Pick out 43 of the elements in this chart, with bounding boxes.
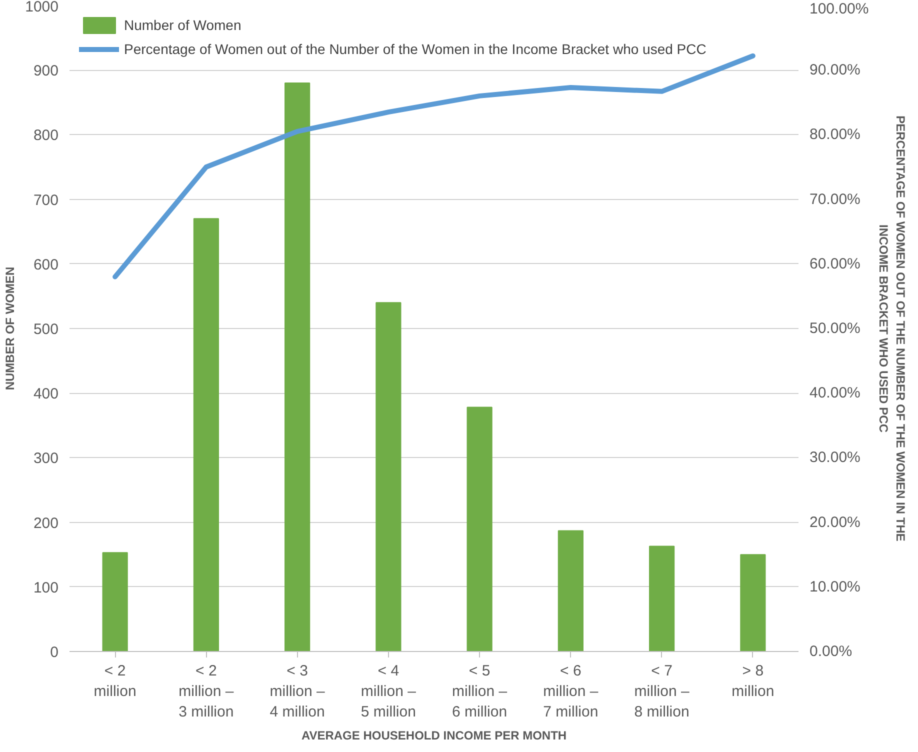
y-tick-label: 0 (50, 644, 58, 661)
y-tick-label: 100 (33, 579, 59, 596)
y2-tick-label: 10.00% (810, 578, 860, 596)
bar (284, 82, 310, 652)
y2-tick-label: 20.00% (810, 514, 860, 531)
y-tick-label: 500 (33, 321, 59, 338)
y-tick-label: 900 (33, 62, 59, 80)
y-tick-label: 700 (33, 192, 59, 209)
bar (102, 552, 128, 652)
y2-tick-label: 100.00% (810, 0, 869, 18)
y-tick-label: 300 (33, 450, 59, 468)
y-tick-label: 200 (33, 514, 59, 532)
x-tick-label: < 2 million (94, 662, 136, 700)
y2-tick-label: 30.00% (810, 449, 860, 466)
x-axis-title: AVERAGE HOUSEHOLD INCOME PER MONTH (301, 728, 567, 742)
bar (740, 554, 766, 652)
y-tick-label: 600 (33, 256, 59, 274)
y-tick-label: 400 (33, 386, 59, 403)
y2-tick-label: 50.00% (810, 320, 860, 337)
y2-axis-title: PERCENTAGE OF WOMEN OUT OF THE NUMBER OF THE WOMEN IN THE INCOME BRACKET WHO USED PCC (876, 116, 908, 542)
x-tick-label: < 5 million – 6 million (452, 662, 508, 720)
bar (193, 218, 219, 652)
y2-tick-label: 0.00% (810, 643, 852, 660)
bar (376, 302, 402, 652)
y2-tick-label: 60.00% (810, 255, 860, 272)
bar (649, 546, 675, 652)
y2-tick-label: 90.00% (810, 62, 860, 79)
y-tick-label: 1000 (25, 0, 59, 16)
y-axis-title: NUMBER OF WOMEN (3, 266, 18, 390)
y-tick-label: 800 (33, 127, 59, 144)
legend-label: Percentage of Women out of the Number of the Women in the Income Bracket who used PCC (124, 41, 706, 57)
y2-tick-label: 40.00% (810, 384, 860, 402)
x-tick-label: > 8 million (732, 662, 774, 700)
x-tick-label: < 2 million – 3 million (178, 662, 234, 720)
y2-tick-label: 70.00% (810, 190, 860, 208)
x-tick-label: < 6 million – 7 million (543, 662, 599, 720)
x-tick-label: < 4 million – 5 million (360, 662, 417, 720)
bar (466, 406, 492, 652)
x-tick-label: < 7 million – 8 million (634, 662, 690, 720)
y2-tick-label: 80.00% (810, 126, 860, 144)
legend-label: Number of Women (124, 17, 242, 33)
bar (558, 530, 584, 652)
x-tick-label: < 3 million – 4 million (270, 662, 326, 720)
